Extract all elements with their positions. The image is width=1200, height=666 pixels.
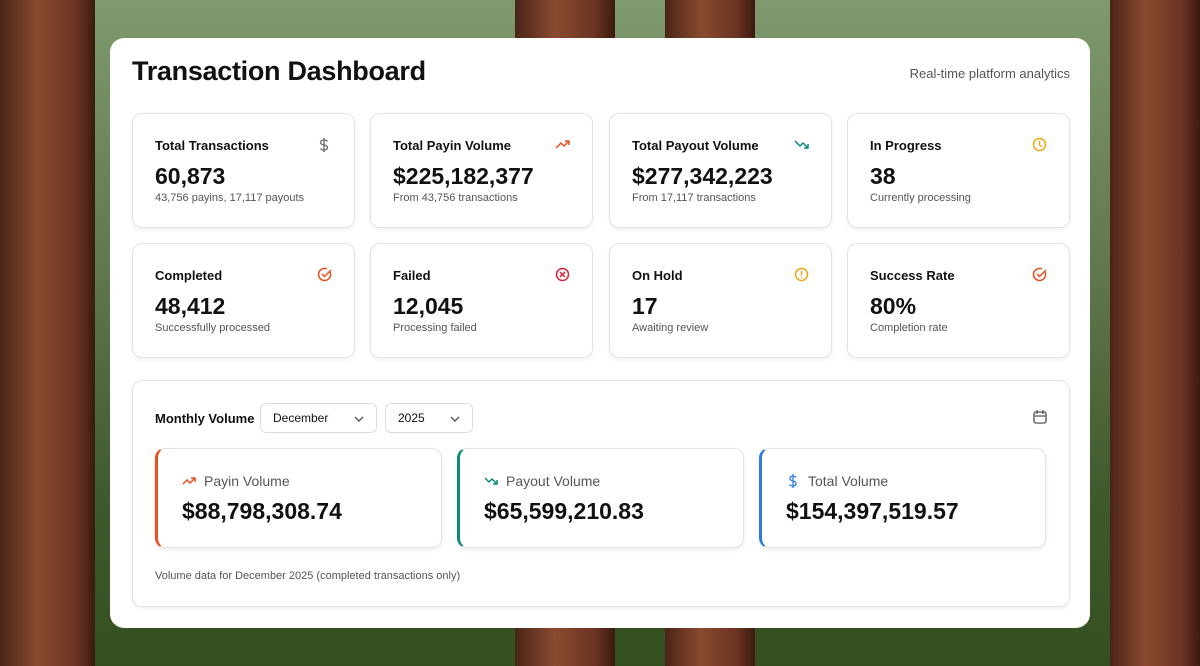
background-tree: [1110, 0, 1200, 666]
background-tree: [0, 0, 95, 666]
title: Transaction Dashboard: [132, 56, 426, 86]
stat-icon: [555, 267, 570, 282]
stat-icon: [1032, 137, 1047, 152]
stat-icon: [794, 267, 809, 282]
volume-value: $154,397,519.57: [786, 498, 959, 524]
stat-label: Failed: [393, 268, 431, 283]
dashboard: Transaction Dashboard Real-time platform…: [110, 38, 1090, 628]
stat-label: Success Rate: [870, 268, 955, 283]
volume-card: Total Volume $154,397,519.57: [759, 448, 1046, 548]
volume-label: Payout Volume: [506, 473, 601, 489]
volume-value: $65,599,210.83: [484, 498, 644, 524]
stat-note: Successfully processed: [155, 322, 270, 334]
stat-value: 48,412: [155, 293, 226, 319]
stat-value: $225,182,377: [393, 163, 534, 189]
volume-icon: [788, 474, 797, 488]
volume-card: Payout Volume $65,599,210.83: [457, 448, 744, 548]
stat-label: In Progress: [870, 138, 942, 153]
stat-value: 38: [870, 163, 896, 189]
stat-label: Total Payout Volume: [632, 138, 759, 153]
stat-note: Awaiting review: [632, 322, 709, 334]
stat-note: From 17,117 transactions: [632, 192, 756, 204]
stat-card: Total Transactions 60,873 43,756 payins,…: [132, 113, 355, 228]
stat-value: $277,342,223: [632, 163, 773, 189]
year-select[interactable]: 2025: [385, 403, 473, 433]
month: December: [273, 411, 329, 425]
chevron: [354, 416, 364, 422]
volume-label: Total Volume: [808, 473, 889, 489]
stat-note: From 43,756 transactions: [393, 192, 518, 204]
volume-card: Payin Volume $88,798,308.74: [155, 448, 442, 548]
stat-label: Completed: [155, 268, 223, 283]
stat-note: Currently processing: [870, 192, 971, 204]
volume-value: $88,798,308.74: [182, 498, 342, 524]
stat-icon: [794, 140, 809, 149]
volume-label: Payin Volume: [204, 473, 290, 489]
subtitle: Real-time platform analytics: [909, 66, 1070, 81]
stat-note: Processing failed: [393, 322, 477, 334]
stat-icon: [317, 267, 332, 282]
stat-icon: [319, 138, 329, 152]
stat-label: On Hold: [632, 268, 683, 283]
month-select[interactable]: December: [260, 403, 377, 433]
stat-icon: [1032, 267, 1047, 282]
year: 2025: [398, 411, 425, 425]
stat-value: 80%: [870, 293, 917, 319]
monthly-panel: Monthly Volume December 2025 Payin Volum…: [132, 380, 1070, 607]
stat-card: Failed 12,045 Processing failed: [370, 243, 593, 358]
stat-card: Success Rate 80% Completion rate: [847, 243, 1070, 358]
stat-value: 60,873: [155, 163, 226, 189]
volume-icon: [484, 477, 498, 485]
volume-icon: [182, 477, 196, 485]
stat-value: 17: [632, 293, 658, 319]
stat-note: 43,756 payins, 17,117 payouts: [155, 192, 305, 204]
stat-card: In Progress 38 Currently processing: [847, 113, 1070, 228]
chevron: [450, 416, 460, 422]
stat-card: Total Payout Volume $277,342,223 From 17…: [609, 113, 832, 228]
stat-card: On Hold 17 Awaiting review: [609, 243, 832, 358]
calendar-icon[interactable]: [1033, 410, 1047, 424]
stat-value: 12,045: [393, 293, 464, 319]
stat-note: Completion rate: [870, 322, 948, 334]
stat-label: Total Payin Volume: [393, 138, 511, 153]
stat-icon: [555, 140, 570, 149]
stat-card: Completed 48,412 Successfully processed: [132, 243, 355, 358]
monthly-note: Volume data for December 2025 (completed…: [155, 570, 461, 582]
monthly-label: Monthly Volume: [155, 411, 255, 426]
stat-card: Total Payin Volume $225,182,377 From 43,…: [370, 113, 593, 228]
stat-label: Total Transactions: [155, 138, 269, 153]
